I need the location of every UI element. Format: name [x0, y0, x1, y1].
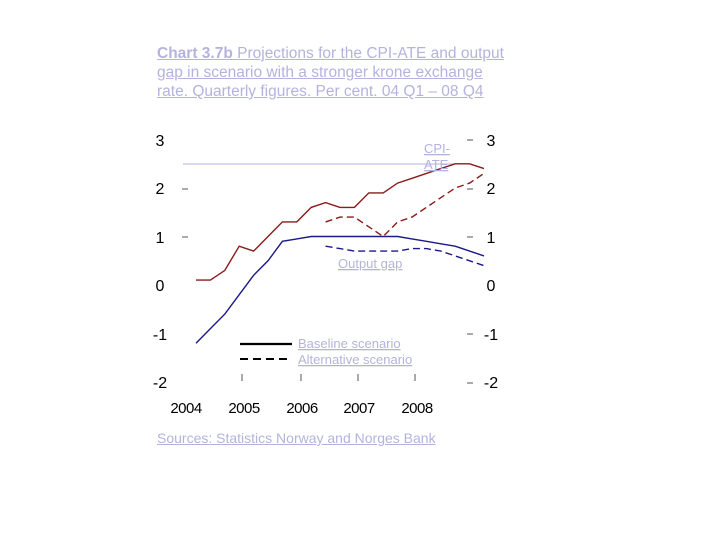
legend-alternative-label: Alternative scenario — [298, 352, 412, 367]
x-tick-2007: 2007 — [343, 400, 375, 417]
y-tick-left-2: 2 — [156, 181, 165, 198]
y-tick-right-m2: -2 — [484, 375, 498, 392]
cpi-ate-label-line1: CPI- — [424, 141, 450, 156]
series-cpi-ate-baseline-scenario — [196, 163, 485, 281]
x-tick-2006: 2006 — [286, 400, 318, 417]
x-tick-2005: 2005 — [228, 400, 260, 417]
x-tick-2004: 2004 — [170, 400, 202, 417]
y-tick-left-1: 1 — [156, 230, 165, 247]
series-layer — [195, 163, 485, 344]
series-cpi-ate-alternative-scenario — [325, 172, 485, 238]
y-tick-right-3: 3 — [487, 133, 496, 150]
source-note: Sources: Statistics Norway and Norges Ba… — [157, 430, 436, 446]
output-gap-label: Output gap — [338, 256, 402, 271]
y-tick-left-m1: -1 — [153, 327, 167, 344]
y-tick-left-0: 0 — [156, 278, 165, 295]
y-tick-right-0: 0 — [487, 278, 496, 295]
legend: Baseline scenario Alternative scenario — [240, 336, 412, 367]
x-tick-marks — [241, 374, 416, 381]
chart-title-text: Projections for the CPI-ATE and output g… — [157, 45, 504, 100]
y-tick-marks — [182, 139, 473, 384]
series-output-gap-baseline-scenario — [195, 235, 485, 344]
x-tick-2008: 2008 — [401, 400, 433, 417]
y-tick-right-m1: -1 — [484, 327, 498, 344]
cpi-ate-label-line2: ATE — [424, 157, 449, 172]
y-tick-right-1: 1 — [487, 230, 496, 247]
y-tick-left-3: 3 — [156, 133, 165, 150]
chart-title: Chart 3.7b Projections for the CPI-ATE a… — [157, 44, 517, 101]
legend-baseline-label: Baseline scenario — [298, 336, 401, 351]
chart-number: Chart 3.7b — [157, 45, 233, 62]
series-output-gap-alternative-scenario — [325, 245, 485, 267]
y-tick-left-m2: -2 — [153, 375, 167, 392]
y-tick-right-2: 2 — [487, 181, 496, 198]
